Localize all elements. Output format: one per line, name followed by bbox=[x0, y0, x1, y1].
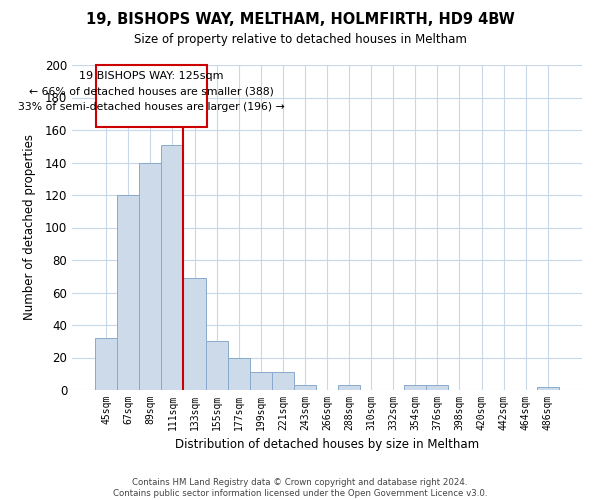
Bar bbox=[96, 65, 206, 126]
Bar bbox=[427, 385, 448, 390]
Y-axis label: Number of detached properties: Number of detached properties bbox=[23, 134, 37, 320]
Text: 19, BISHOPS WAY, MELTHAM, HOLMFIRTH, HD9 4BW: 19, BISHOPS WAY, MELTHAM, HOLMFIRTH, HD9… bbox=[86, 12, 514, 28]
Bar bbox=[294, 385, 316, 390]
Bar bbox=[117, 195, 139, 390]
Text: Contains HM Land Registry data © Crown copyright and database right 2024.
Contai: Contains HM Land Registry data © Crown c… bbox=[113, 478, 487, 498]
Bar bbox=[139, 162, 161, 390]
X-axis label: Distribution of detached houses by size in Meltham: Distribution of detached houses by size … bbox=[175, 438, 479, 452]
Text: 19 BISHOPS WAY: 125sqm: 19 BISHOPS WAY: 125sqm bbox=[79, 72, 224, 82]
Text: Size of property relative to detached houses in Meltham: Size of property relative to detached ho… bbox=[134, 32, 466, 46]
Bar bbox=[537, 387, 559, 390]
Text: 33% of semi-detached houses are larger (196) →: 33% of semi-detached houses are larger (… bbox=[18, 102, 285, 113]
Bar bbox=[227, 358, 250, 390]
Bar bbox=[404, 385, 427, 390]
Bar bbox=[184, 278, 206, 390]
Bar bbox=[206, 341, 227, 390]
Bar bbox=[272, 372, 294, 390]
Bar bbox=[95, 338, 117, 390]
Bar bbox=[161, 144, 184, 390]
Text: ← 66% of detached houses are smaller (388): ← 66% of detached houses are smaller (38… bbox=[29, 87, 274, 97]
Bar bbox=[250, 372, 272, 390]
Bar bbox=[338, 385, 360, 390]
